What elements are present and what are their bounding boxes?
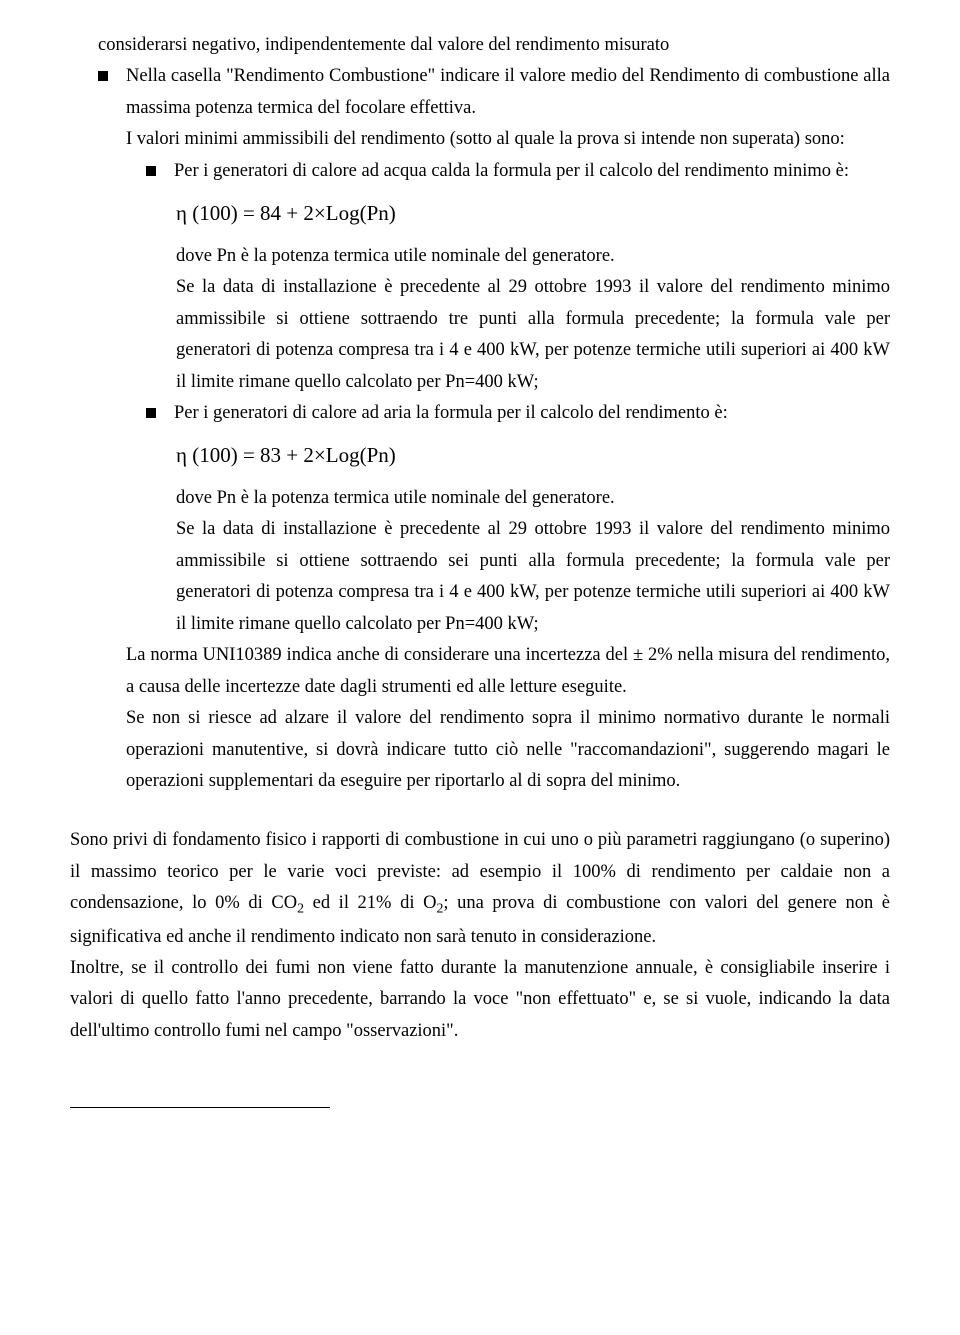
inoltre-paragraph: Inoltre, se il controllo dei fumi non vi… [70,953,890,1047]
fondamento-paragraph: Sono privi di fondamento fisico i rappor… [70,825,890,953]
norma-paragraph: La norma UNI10389 indica anche di consid… [126,640,890,703]
desc-line: dove Pn è la potenza termica utile nomin… [176,241,890,272]
desc-block: Se la data di installazione è precedente… [176,514,890,640]
square-bullet-icon [98,71,108,81]
formula-text: η (100) = 84 + 2 [176,201,314,225]
formula-text: Log(Pn) [326,443,396,467]
inner-bullet-1: Per i generatori di calore ad acqua cald… [146,156,890,187]
bullet-text: Nella casella "Rendimento Combustione" i… [126,61,890,124]
formula-text: η (100) = 83 + 2 [176,443,314,467]
desc-block: Se la data di installazione è precedente… [176,272,890,398]
formula-1: η (100) = 84 + 2×Log(Pn) [176,197,890,231]
square-bullet-icon [146,408,156,418]
formula-text: Log(Pn) [326,201,396,225]
raccomandazioni-paragraph: Se non si riesce ad alzare il valore del… [126,703,890,797]
desc-line: dove Pn è la potenza termica utile nomin… [176,483,890,514]
square-bullet-icon [146,166,156,176]
intro-valori: I valori minimi ammissibili del rendimen… [126,124,890,155]
times-symbol: × [314,443,326,467]
document-page: considerarsi negativo, indipendentemente… [0,0,960,1138]
subscript: 2 [297,902,304,917]
formula-2-desc: dove Pn è la potenza termica utile nomin… [176,483,890,640]
text-run: ed il 21% di O [304,893,436,913]
inner-bullet-2: Per i generatori di calore ad aria la fo… [146,398,890,429]
bullet-text: Per i generatori di calore ad aria la fo… [174,398,890,429]
top-indented-block: considerarsi negativo, indipendentemente… [98,30,890,797]
bullet-text: Per i generatori di calore ad acqua cald… [174,156,890,187]
footer-rule [70,1107,330,1108]
formula-2: η (100) = 83 + 2×Log(Pn) [176,439,890,473]
continuation-paragraph: considerarsi negativo, indipendentemente… [98,30,890,61]
outer-bullet-1: Nella casella "Rendimento Combustione" i… [98,61,890,124]
times-symbol: × [314,201,326,225]
formula-1-desc: dove Pn è la potenza termica utile nomin… [176,241,890,398]
